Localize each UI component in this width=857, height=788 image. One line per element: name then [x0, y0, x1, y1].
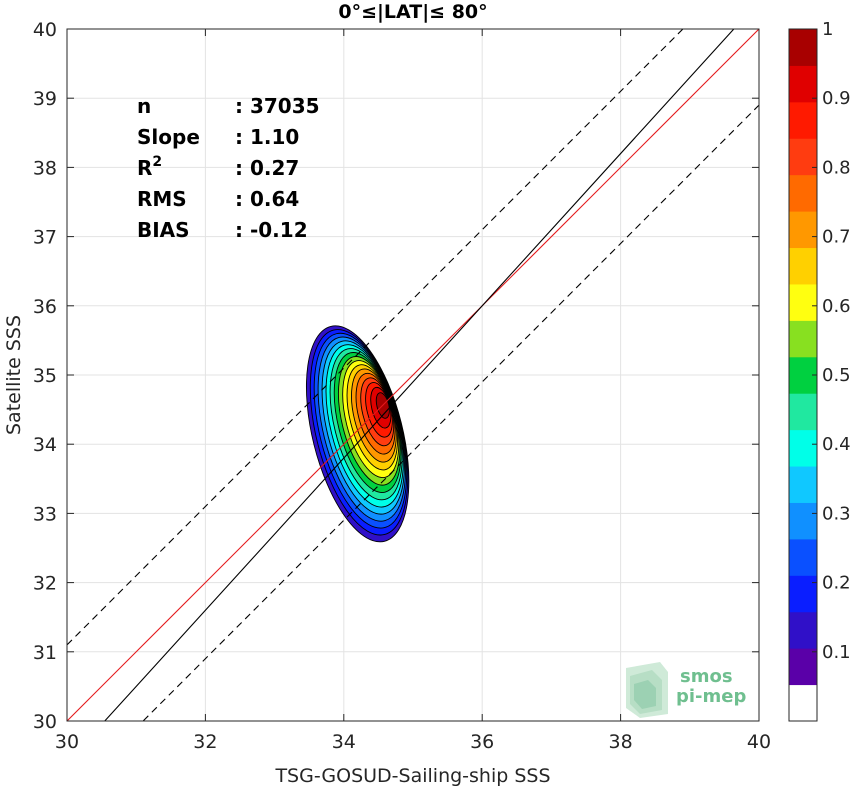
colorbar-segment — [789, 502, 817, 540]
stat-value: : 37035 — [235, 94, 320, 118]
colorbar-segment — [789, 429, 817, 467]
colorbar-tick-label: 0.7 — [822, 227, 851, 248]
y-tick-label: 39 — [33, 88, 57, 110]
colorbar-tick-label: 0.2 — [822, 573, 851, 594]
colorbar-segment — [789, 320, 817, 358]
colorbar-tick-label: 1 — [822, 19, 833, 40]
stat-label: n — [137, 94, 151, 118]
y-tick-label: 40 — [33, 19, 57, 41]
y-ticks: 30 31 32 33 34 35 36 37 38 39 40 — [33, 19, 759, 733]
colorbar-segment — [789, 611, 817, 649]
colorbar-segment — [789, 101, 817, 139]
density-contours — [305, 325, 410, 543]
colorbar-segment — [789, 138, 817, 176]
grid — [66, 28, 760, 722]
logo-line1: smos — [680, 666, 733, 687]
colorbar-tick-label: 0.8 — [822, 157, 851, 178]
x-ticks: 30 32 34 36 38 40 — [55, 29, 771, 753]
colorbar-segment — [789, 393, 817, 431]
colorbar-segment — [789, 174, 817, 212]
x-tick-label: 30 — [55, 731, 79, 753]
colorbar-tick-label: 0.6 — [822, 296, 851, 317]
y-tick-label: 32 — [33, 573, 57, 595]
colorbar-tick-label: 0.4 — [822, 434, 851, 455]
x-tick-label: 34 — [332, 731, 356, 753]
fit-line — [104, 29, 735, 721]
x-tick-label: 40 — [747, 731, 771, 753]
colorbar-tick-label: 0.9 — [822, 88, 851, 109]
stat-label: Slope — [137, 125, 200, 149]
x-tick-label: 38 — [609, 731, 633, 753]
colorbar-segment — [789, 684, 817, 722]
y-tick-label: 33 — [33, 503, 57, 525]
colorbar-segment — [789, 538, 817, 576]
y-tick-label: 38 — [33, 157, 57, 179]
stat-label: RMS — [137, 187, 187, 211]
y-tick-label: 30 — [33, 711, 57, 733]
y-tick-label: 37 — [33, 227, 57, 249]
colorbar-segment — [789, 247, 817, 285]
chart-title: 0°≤|LAT|≤ 80° — [338, 1, 487, 23]
x-axis-label: TSG-GOSUD-Sailing-ship SSS — [274, 765, 550, 787]
logo-wave-icon — [626, 662, 668, 718]
x-tick-label: 32 — [193, 731, 217, 753]
colorbar-segment — [789, 283, 817, 321]
y-tick-label: 34 — [33, 434, 57, 456]
stat-label: BIAS — [137, 218, 190, 242]
x-tick-label: 36 — [470, 731, 494, 753]
reference-lines — [67, 29, 759, 721]
stat-value: : -0.12 — [235, 218, 308, 242]
colorbar-segment — [789, 466, 817, 503]
stat-value: : 0.64 — [235, 187, 299, 211]
colorbar-segment — [789, 65, 817, 103]
stat-value: : 0.27 — [235, 156, 299, 180]
colorbar-segment — [789, 575, 817, 613]
logo-line2: pi-mep — [676, 686, 746, 707]
y-tick-label: 35 — [33, 365, 57, 387]
colorbar-segment — [789, 29, 817, 66]
y-tick-label: 36 — [33, 296, 57, 318]
colorbar: 0.1 0.2 0.3 0.4 0.5 0.6 0.7 0.8 0.9 1 — [788, 19, 851, 722]
colorbar-tick-label: 0.1 — [822, 642, 851, 663]
y-tick-label: 31 — [33, 642, 57, 664]
colorbar-segment — [789, 648, 817, 686]
smos-pimep-logo: smos pi-mep — [626, 662, 746, 718]
y-axis-label: Satellite SSS — [3, 315, 25, 435]
colorbar-tick-label: 0.5 — [822, 365, 851, 386]
stat-value: : 1.10 — [235, 125, 299, 149]
colorbar-tick-label: 0.3 — [822, 503, 851, 524]
identity-line — [67, 29, 759, 721]
colorbar-segment — [789, 211, 817, 249]
